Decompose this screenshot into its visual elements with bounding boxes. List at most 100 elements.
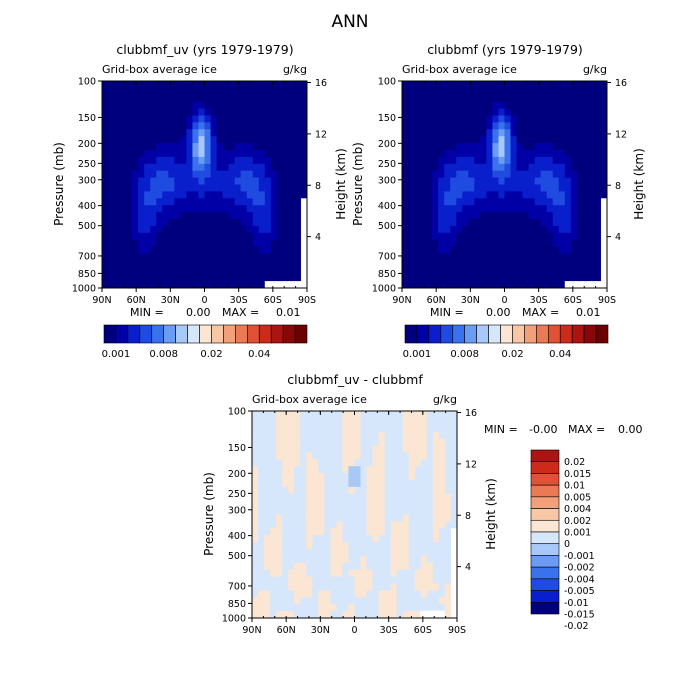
heatmap-cell: [438, 246, 445, 254]
heatmap-cell: [474, 136, 481, 144]
heatmap-cell: [192, 253, 199, 261]
heatmap-cell: [552, 191, 560, 199]
heatmap-cell: [336, 562, 343, 571]
heatmap-cell: [120, 87, 127, 96]
heatmap-cell: [264, 452, 271, 460]
heatmap-cell: [234, 87, 242, 96]
heatmap-cell: [156, 94, 163, 103]
heatmap-cell: [186, 81, 193, 89]
heatmap-cell: [246, 205, 254, 213]
heatmap-cell: [534, 156, 542, 165]
heatmap-cell: [396, 590, 404, 598]
heatmap-cell: [540, 143, 548, 151]
heatmap-cell: [450, 170, 457, 178]
heatmap-cell: [582, 94, 590, 103]
heatmap-cell: [594, 239, 602, 247]
heatmap-cell: [552, 177, 560, 185]
heatmap-cell: [240, 136, 248, 144]
heatmap-cell: [504, 246, 511, 254]
heatmap-cell: [210, 191, 217, 199]
heatmap-cell: [510, 122, 517, 130]
heatmap-cell: [276, 260, 284, 268]
heatmap-cell: [186, 219, 193, 227]
heatmap-cell: [150, 246, 157, 254]
colorbar-swatch: [246, 324, 260, 344]
heatmap-cell: [432, 417, 440, 426]
heatmap-cell: [264, 87, 272, 96]
heatmap-cell: [582, 239, 590, 247]
heatmap-cell: [528, 115, 536, 123]
heatmap-cell: [276, 163, 284, 172]
heatmap-cell: [120, 136, 127, 144]
heatmap-cell: [342, 569, 349, 577]
colorbar-label: 0.008: [450, 349, 479, 360]
heatmap-cell: [492, 177, 499, 185]
heatmap-cell: [516, 225, 523, 234]
heatmap-cell: [342, 590, 349, 598]
heatmap-cell: [540, 184, 548, 192]
heatmap-cell: [252, 177, 260, 185]
heatmap-cell: [234, 170, 242, 178]
y-tick-label: 150: [78, 113, 96, 124]
heatmap-cell: [234, 267, 242, 275]
heatmap-cell: [264, 473, 271, 481]
heatmap-cell: [336, 611, 343, 619]
heatmap-cell: [150, 253, 157, 261]
heatmap-cell: [270, 108, 278, 116]
heatmap-cell: [576, 232, 584, 241]
heatmap-cell: [282, 473, 289, 481]
heatmap-cell: [414, 576, 422, 584]
heatmap-cell: [420, 555, 428, 564]
heatmap-cell: [228, 198, 236, 206]
heatmap-cell: [576, 205, 584, 213]
heatmap-cell: [522, 184, 530, 192]
heatmap-cell: [330, 528, 337, 536]
heatmap-cell: [234, 225, 242, 234]
heatmap-cell: [228, 101, 236, 109]
heatmap-cell: [276, 225, 284, 234]
heatmap-cell: [504, 87, 511, 96]
heatmap-cell: [276, 198, 284, 206]
heatmap-cell: [558, 170, 566, 178]
heatmap-cell: [576, 170, 584, 178]
heatmap-cell: [408, 549, 416, 557]
heatmap-cell: [216, 281, 223, 289]
heatmap-cell: [426, 156, 433, 165]
heatmap-cell: [306, 562, 313, 571]
heatmap-cell: [126, 246, 133, 254]
heatmap-cell: [492, 253, 499, 261]
heatmap-cell: [522, 163, 530, 172]
heatmap-cell: [414, 177, 421, 185]
heatmap-cell: [582, 205, 590, 213]
heatmap-cell: [300, 246, 308, 254]
colorbar-swatch: [530, 601, 560, 615]
heatmap-cell: [324, 611, 331, 619]
heatmap-cell: [324, 473, 331, 481]
heatmap-cell: [276, 521, 283, 529]
heatmap-cell: [420, 191, 427, 199]
heatmap-cell: [534, 87, 542, 96]
heatmap-cell: [300, 212, 308, 220]
heatmap-cell: [546, 87, 554, 96]
heatmap-cell: [396, 445, 404, 453]
heatmap-cell: [318, 590, 325, 598]
heatmap-cell: [300, 184, 308, 192]
heatmap-cell: [528, 108, 536, 116]
heatmap-cell: [492, 184, 499, 192]
heatmap-cell: [324, 583, 331, 591]
heatmap-cell: [126, 281, 133, 289]
heatmap-cell: [456, 170, 463, 178]
heatmap-cell: [588, 87, 596, 96]
heatmap-cell: [204, 177, 211, 185]
heatmap-cell: [450, 156, 457, 165]
heatmap-cell: [546, 260, 554, 268]
heatmap-cell: [120, 129, 127, 137]
heatmap-cell: [576, 198, 584, 206]
heatmap-cell: [444, 267, 451, 275]
heatmap-cell: [252, 514, 259, 522]
heatmap-cell: [420, 604, 428, 612]
heatmap-cell: [300, 493, 307, 502]
heatmap-cell: [246, 163, 254, 172]
heatmap-cell: [264, 549, 271, 557]
heatmap-cell: [528, 232, 536, 241]
